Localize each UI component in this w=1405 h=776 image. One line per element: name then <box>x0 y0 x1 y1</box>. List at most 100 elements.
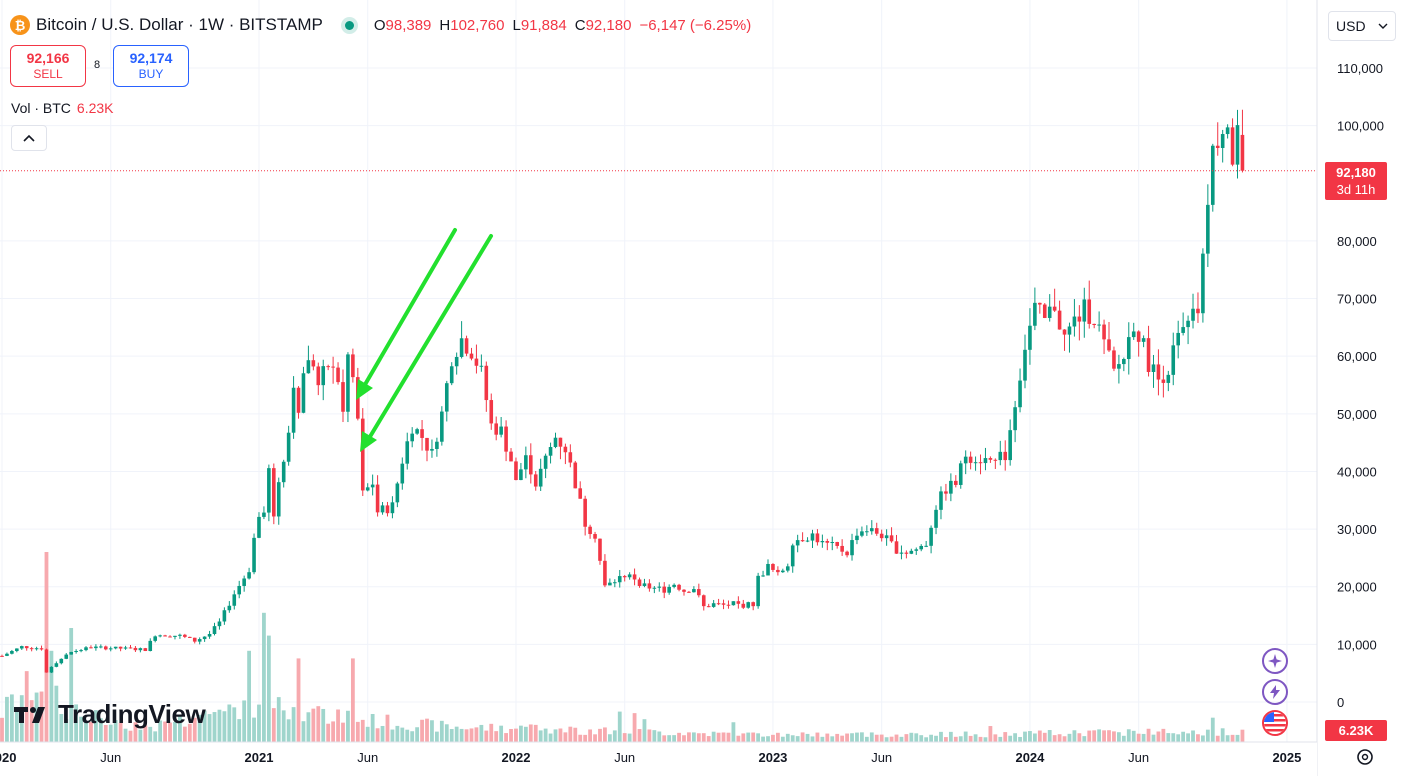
time-tick-label: 2021 <box>245 750 274 765</box>
volume-bar <box>731 722 736 742</box>
volume-bar <box>1047 730 1052 742</box>
collapse-legend-button[interactable] <box>11 125 47 151</box>
candle-body <box>1206 204 1210 254</box>
volume-bar <box>29 700 34 742</box>
annotation-arrows <box>356 228 493 452</box>
volume-bar <box>113 720 118 742</box>
price-axis[interactable] <box>1317 0 1405 776</box>
candle-body <box>949 480 953 494</box>
candle-body <box>538 468 543 487</box>
candle-body <box>1176 332 1180 346</box>
volume-bar <box>400 727 405 742</box>
candle-body <box>830 542 835 544</box>
volume-bar <box>1102 730 1106 742</box>
volume-bar <box>281 710 286 742</box>
volume-bar <box>736 735 741 742</box>
time-axis[interactable] <box>0 742 1317 776</box>
candle-body <box>380 505 385 513</box>
time-tick-label: Jun <box>100 750 121 765</box>
volume-bar <box>988 726 993 742</box>
volume-bar <box>247 650 251 742</box>
candle-body <box>306 360 311 374</box>
candle-body <box>1003 451 1008 461</box>
volume-bar <box>672 735 677 742</box>
volume-bar <box>691 732 696 742</box>
volume-bar <box>805 733 810 742</box>
volume-bar <box>944 737 948 742</box>
candle-body <box>1156 364 1161 380</box>
volume-bar <box>474 727 479 742</box>
candle-body <box>395 483 400 503</box>
candle-body <box>1210 145 1215 205</box>
candle-body <box>731 601 736 606</box>
candle-body <box>1136 331 1141 342</box>
candle-body <box>647 583 652 589</box>
lightning-icon[interactable] <box>1262 679 1288 705</box>
volume-bar <box>365 726 370 742</box>
candle-body <box>1181 327 1185 333</box>
volume-bar <box>573 727 578 742</box>
us-flag-icon[interactable] <box>1262 710 1288 736</box>
volume-bar <box>237 719 242 742</box>
buy-button[interactable]: 92,174 BUY <box>113 45 189 87</box>
volume-bar <box>657 731 662 742</box>
volume-bar <box>543 728 548 742</box>
candle-body <box>1201 253 1205 314</box>
candle-body <box>637 579 642 586</box>
volume-bar <box>1013 733 1018 742</box>
volume-bar <box>652 730 657 742</box>
volume-bar <box>222 711 227 742</box>
candle-body <box>222 610 227 622</box>
symbol-title[interactable]: Bitcoin / U.S. Dollar · 1W · BITSTAMP <box>36 15 323 34</box>
volume-bar <box>953 736 958 742</box>
volume-bar <box>1087 730 1092 742</box>
volume-bar <box>622 733 627 742</box>
candle-body <box>528 455 533 475</box>
sparkle-icon[interactable] <box>1262 648 1288 674</box>
candle-body <box>1131 331 1136 338</box>
candle-body <box>919 545 924 550</box>
volume-bar <box>252 717 256 742</box>
volume-bar <box>1240 729 1245 742</box>
symbol-header[interactable]: ₿ Bitcoin / U.S. Dollar · 1W · BITSTAMP … <box>10 13 751 37</box>
candle-body <box>845 551 849 556</box>
candle-body <box>835 542 839 546</box>
volume-bar <box>924 737 929 742</box>
volume-bar <box>1166 733 1171 742</box>
price-tick-label: 80,000 <box>1337 234 1377 249</box>
settings-icon[interactable] <box>1357 749 1373 765</box>
volume-bar <box>1176 734 1181 742</box>
volume-bar <box>1131 730 1136 742</box>
candle-body <box>741 603 746 608</box>
volume-bar <box>499 725 504 742</box>
candle-body <box>746 602 751 608</box>
currency-select[interactable]: USD <box>1328 11 1396 41</box>
volume-bar <box>1097 729 1102 742</box>
volume-bar <box>1215 735 1220 742</box>
candle-body <box>519 469 523 481</box>
volume-bar <box>860 732 864 742</box>
volume-bar <box>538 730 543 742</box>
volume-bar <box>523 726 528 742</box>
tradingview-logo[interactable]: TradingView <box>14 699 206 730</box>
volume-bar <box>1151 734 1156 742</box>
volume-bar <box>667 735 672 742</box>
candle-body <box>1186 320 1190 328</box>
volume-legend[interactable]: Vol · BTC 6.23K <box>11 100 114 116</box>
candle-body <box>889 535 894 542</box>
time-tick-label: Jun <box>614 750 635 765</box>
volume-bar <box>207 714 212 742</box>
candle-body <box>968 456 973 463</box>
candle-body <box>1230 127 1235 165</box>
candle-body <box>701 595 706 607</box>
volume-bar <box>5 696 9 742</box>
sell-button[interactable]: 92,166 SELL <box>10 45 86 87</box>
volume-bar <box>637 729 642 742</box>
candlesticks[interactable] <box>0 109 1245 674</box>
price-tick-label: 10,000 <box>1337 637 1377 652</box>
volume-bar <box>430 720 434 742</box>
volume-bar <box>711 731 716 742</box>
volume-bar <box>44 552 49 742</box>
volume-bar <box>677 732 681 742</box>
